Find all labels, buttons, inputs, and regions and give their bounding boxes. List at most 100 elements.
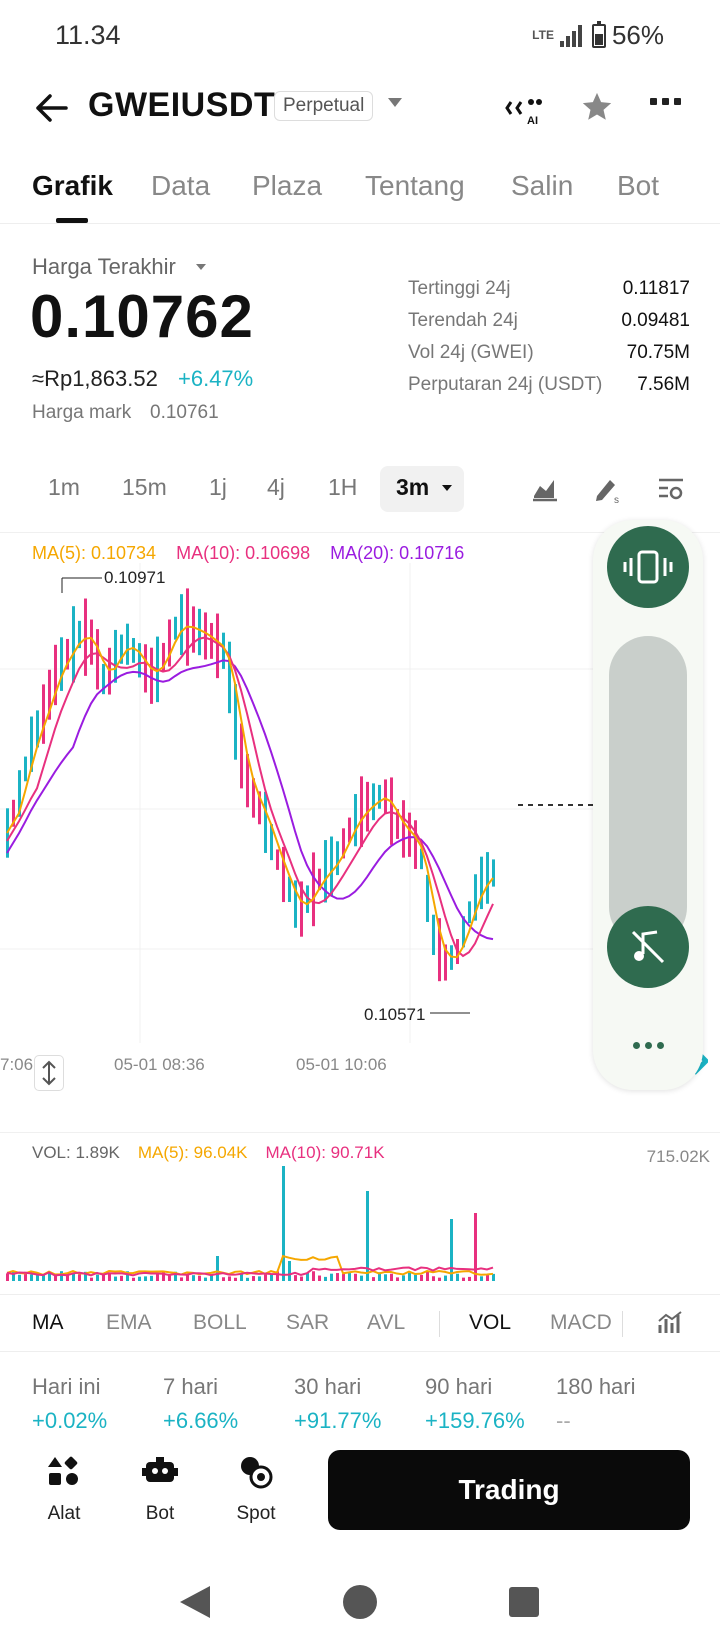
candle [444, 944, 447, 981]
nav-home-icon[interactable] [342, 1584, 378, 1620]
candle [90, 619, 93, 665]
price-chart[interactable]: MA(5): 0.10734 MA(10): 0.10698 MA(20): 0… [0, 532, 720, 1092]
volume-bar [210, 1274, 213, 1281]
volume-max-label: 715.02K [646, 1147, 710, 1166]
favorite-star-icon[interactable] [580, 90, 614, 124]
volume-bar [84, 1271, 87, 1281]
more-options-icon[interactable] [633, 1042, 664, 1049]
tools-label: Alat [47, 1503, 81, 1524]
volume-bar [156, 1273, 159, 1281]
volume-ma5: MA(5): 96.04K [137, 1143, 248, 1162]
candle [360, 776, 363, 847]
indicator-vol[interactable]: VOL [469, 1311, 512, 1334]
mute-icon [631, 930, 665, 964]
tools-button[interactable]: Alat [34, 1454, 94, 1525]
candle [120, 634, 123, 664]
nav-back-icon[interactable] [178, 1584, 212, 1620]
candle [342, 828, 345, 859]
indicator-ema[interactable]: EMA [106, 1311, 152, 1334]
performance-summary: Hari ini +0.02% 7 hari +6.66% 30 hari +9… [0, 1362, 720, 1442]
volume-bar [258, 1276, 261, 1281]
indicator-settings-icon[interactable] [656, 1309, 684, 1337]
tab-plaza[interactable]: Plaza [252, 170, 323, 201]
bot-button[interactable]: Bot [130, 1454, 190, 1525]
volume-bar [48, 1273, 51, 1281]
stat-label: Perputaran 24j (USDT) [408, 374, 603, 395]
candle [258, 791, 261, 825]
volume-legend: VOL: 1.89K MA(5): 96.04K MA(10): 90.71K [32, 1143, 385, 1163]
trading-button[interactable]: Trading [328, 1450, 690, 1530]
vibrate-button[interactable] [607, 526, 689, 608]
interval-3m[interactable]: 3m [380, 466, 464, 512]
candle [384, 779, 387, 814]
candle [24, 756, 27, 782]
volume-bar [66, 1273, 69, 1281]
perf-value: -- [556, 1408, 571, 1433]
indicator-boll[interactable]: BOLL [193, 1311, 247, 1334]
candle [252, 778, 255, 818]
volume-bar [252, 1276, 255, 1281]
nav-recents-icon[interactable] [508, 1586, 540, 1618]
perf-label: 180 hari [556, 1374, 636, 1399]
volume-bar [204, 1277, 207, 1281]
pair-dropdown-icon[interactable] [388, 98, 402, 107]
volume-bars [6, 1166, 495, 1281]
volume-bar [36, 1272, 39, 1281]
volume-bar [60, 1271, 63, 1281]
indicator-macd[interactable]: MACD [550, 1311, 612, 1334]
spot-button[interactable]: Spot [226, 1454, 286, 1525]
tab-bot[interactable]: Bot [617, 170, 660, 201]
expand-chart-icon[interactable] [34, 1055, 64, 1091]
candlestick-chart[interactable] [0, 533, 720, 1093]
tab-salin[interactable]: Salin [511, 170, 574, 201]
x-axis-label: 7:06 [0, 1055, 34, 1074]
draw-tool-icon[interactable]: s [592, 474, 622, 504]
indicator-ma[interactable]: MA [32, 1311, 64, 1334]
candle [114, 629, 117, 683]
volume-bar [330, 1273, 333, 1281]
more-menu-icon[interactable] [650, 98, 681, 105]
chart-settings-icon[interactable] [656, 474, 686, 504]
bottom-actions: Alat Bot Spot Trading [0, 1448, 720, 1538]
volume-bar [96, 1274, 99, 1281]
chart-type-icon[interactable] [530, 474, 560, 504]
volume-bar [276, 1271, 279, 1281]
volume-bar [270, 1273, 273, 1281]
volume-bar [12, 1271, 15, 1281]
volume-chart[interactable]: VOL: 1.89K MA(5): 96.04K MA(10): 90.71K … [0, 1132, 720, 1292]
volume-bar [462, 1277, 465, 1281]
volume-bar [384, 1274, 387, 1281]
volume-bar [24, 1271, 27, 1281]
back-arrow-icon[interactable] [34, 90, 70, 126]
tab-data[interactable]: Data [151, 170, 211, 201]
svg-text:s: s [614, 495, 619, 504]
volume-bar [324, 1276, 327, 1281]
pair-title[interactable]: GWEIUSDT [88, 86, 276, 124]
candle [426, 874, 429, 922]
volume-bar [480, 1276, 483, 1281]
candle [18, 770, 21, 817]
perf-7d: 7 hari +6.66% [163, 1374, 238, 1434]
interval-4j[interactable]: 4j [267, 474, 285, 500]
last-price-dropdown-icon[interactable] [196, 264, 206, 270]
interval-1h[interactable]: 1H [328, 474, 358, 500]
indicator-sar[interactable]: SAR [286, 1311, 330, 1334]
perf-label: Hari ini [32, 1374, 101, 1399]
volume-bar [54, 1274, 57, 1281]
tab-grafik[interactable]: Grafik [32, 170, 113, 201]
interval-15m[interactable]: 15m [122, 474, 167, 500]
indicator-avl[interactable]: AVL [367, 1311, 406, 1334]
candle [324, 840, 327, 903]
interval-1m[interactable]: 1m [48, 474, 80, 500]
last-price-label[interactable]: Harga Terakhir [32, 254, 176, 279]
candle [234, 684, 237, 760]
ai-icon[interactable]: AI [505, 92, 545, 126]
volume-slider[interactable] [609, 636, 687, 946]
candle [486, 852, 489, 904]
volume-bar [396, 1277, 399, 1281]
mute-button[interactable] [607, 906, 689, 988]
candle [102, 663, 105, 695]
volume-bar [444, 1275, 447, 1281]
interval-1j[interactable]: 1j [209, 474, 227, 500]
tab-tentang[interactable]: Tentang [365, 170, 465, 201]
